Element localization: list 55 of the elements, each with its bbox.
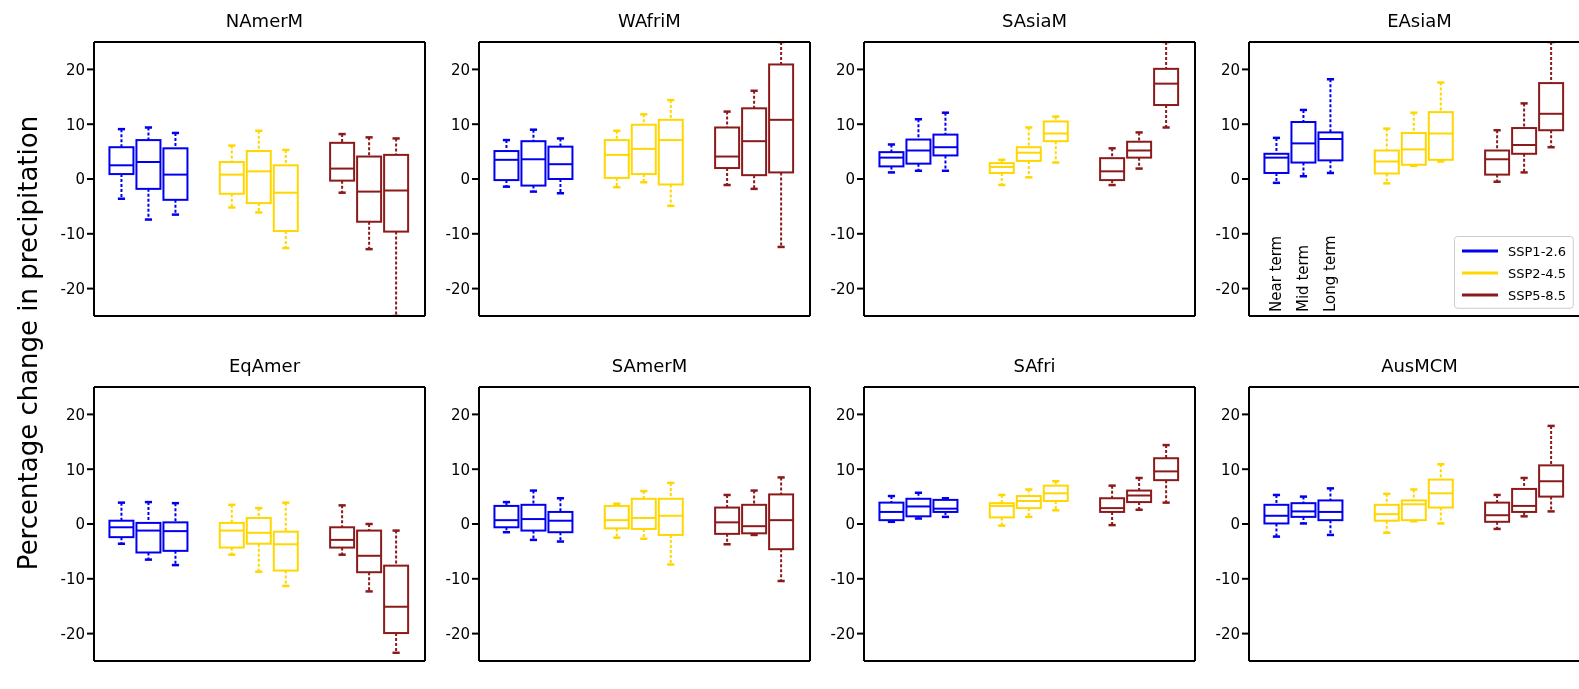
y-tick-label: 10 xyxy=(835,115,855,134)
y-tick-label: 10 xyxy=(450,115,470,134)
chart-title: SAsiaM xyxy=(1001,9,1068,33)
y-tick-label: -10 xyxy=(60,570,85,589)
y-tick-label: 0 xyxy=(75,170,85,189)
y-tick-label: 20 xyxy=(835,405,855,424)
y-tick-label: 10 xyxy=(450,460,470,479)
annotation: Mid term xyxy=(1293,244,1312,312)
y-tick-label: 20 xyxy=(65,60,85,79)
y-tick-label: -20 xyxy=(445,624,470,643)
y-tick-label: 0 xyxy=(460,170,470,189)
chart-title: EAsiaM xyxy=(1386,9,1453,33)
y-tick-label: 10 xyxy=(835,460,855,479)
annotation: SSP2-4.5 xyxy=(1508,265,1566,281)
y-axis-title: Percentage change in precipitation xyxy=(13,115,43,571)
y-tick-label: -10 xyxy=(830,570,855,589)
y-tick-label: 0 xyxy=(1230,170,1240,189)
chart-title: WAfriM xyxy=(617,9,682,33)
y-tick-label: 0 xyxy=(845,515,855,534)
annotation: SSP1-2.6 xyxy=(1508,243,1566,259)
y-tick-label: -10 xyxy=(1215,225,1240,244)
y-tick-label: 20 xyxy=(450,405,470,424)
y-tick-label: -10 xyxy=(60,225,85,244)
y-tick-label: -20 xyxy=(1215,624,1240,643)
y-tick-label: -20 xyxy=(60,624,85,643)
y-tick-label: -20 xyxy=(1215,279,1240,298)
y-tick-label: -10 xyxy=(445,225,470,244)
chart-title: EqAmer xyxy=(227,354,302,378)
y-tick-label: -10 xyxy=(830,225,855,244)
chart-title: NAmerM xyxy=(224,9,305,33)
annotation: Near term xyxy=(1266,235,1285,312)
y-tick-label: -10 xyxy=(1215,570,1240,589)
y-tick-label: 0 xyxy=(1230,515,1240,534)
annotation: SSP5-8.5 xyxy=(1508,287,1566,303)
y-tick-label: 20 xyxy=(1220,60,1240,79)
y-tick-label: 20 xyxy=(835,60,855,79)
chart-title: SAfri xyxy=(1012,354,1057,378)
annotation: Long term xyxy=(1320,235,1339,312)
y-tick-label: 10 xyxy=(1220,115,1240,134)
y-tick-label: -20 xyxy=(445,279,470,298)
y-tick-label: -20 xyxy=(60,279,85,298)
y-tick-label: 10 xyxy=(1220,460,1240,479)
y-tick-label: 20 xyxy=(1220,405,1240,424)
chart-title: AusMCM xyxy=(1380,354,1459,378)
y-tick-label: 20 xyxy=(65,405,85,424)
y-tick-label: -20 xyxy=(830,624,855,643)
y-tick-label: -20 xyxy=(830,279,855,298)
y-tick-label: -10 xyxy=(445,570,470,589)
y-tick-label: 0 xyxy=(460,515,470,534)
chart-title: SAmerM xyxy=(610,354,689,378)
y-tick-label: 20 xyxy=(450,60,470,79)
y-tick-label: 0 xyxy=(845,170,855,189)
y-tick-label: 10 xyxy=(65,115,85,134)
y-tick-label: 10 xyxy=(65,460,85,479)
y-tick-label: 0 xyxy=(75,515,85,534)
